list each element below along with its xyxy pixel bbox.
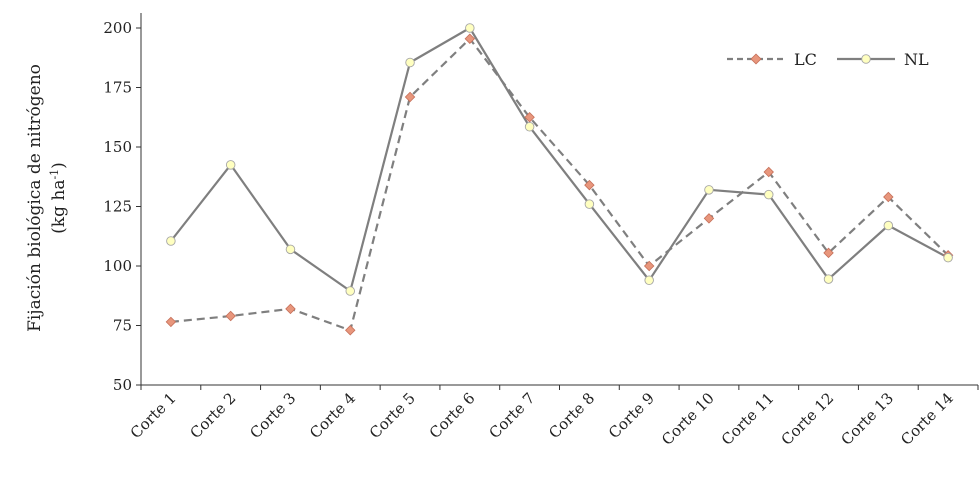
point-lc-7 xyxy=(524,112,535,123)
y-tick-label-150: 150 xyxy=(103,138,132,156)
point-lc-4 xyxy=(345,325,356,336)
y-tick-label-50: 50 xyxy=(113,376,132,394)
point-nl-8 xyxy=(584,199,595,209)
point-nl-2 xyxy=(225,160,236,170)
y-axis-title-unit: (kg ha xyxy=(49,180,69,234)
point-lc-13 xyxy=(883,191,894,203)
x-tick-label-14: Corte 14 xyxy=(897,389,957,449)
y-axis-title-line-1: Fijación biológica de nitrógeno xyxy=(25,64,45,332)
x-tick-label-4: Corte 4 xyxy=(306,389,359,442)
point-lc-9 xyxy=(643,260,655,272)
y-axis-title-exponent: -1 xyxy=(48,169,61,180)
legend-label-nl: NL xyxy=(904,50,929,69)
x-tick-label-12: Corte 12 xyxy=(778,389,838,449)
point-nl-13 xyxy=(883,220,894,231)
x-tick-label-8: Corte 8 xyxy=(545,389,598,442)
point-lc-6 xyxy=(464,33,476,44)
legend-label-lc: LC xyxy=(794,50,817,69)
y-axis-title-close: ) xyxy=(49,162,69,169)
series-layer xyxy=(165,23,954,336)
y-tick-label-75: 75 xyxy=(113,317,132,335)
point-nl-9 xyxy=(644,275,654,286)
legend-marker-nl xyxy=(861,54,871,64)
point-lc-8 xyxy=(584,179,595,191)
legend: LC NL xyxy=(727,50,929,69)
x-tick-label-7: Corte 7 xyxy=(485,389,538,442)
point-lc-11 xyxy=(763,166,774,178)
y-tick-label-200: 200 xyxy=(103,19,132,37)
point-nl-1 xyxy=(166,236,176,246)
point-nl-14 xyxy=(943,252,953,263)
axes-layer: 50 75 100 125 150 175 200 Corte 1 Corte 2 Corte 3… xyxy=(103,13,979,449)
x-tick-label-6: Corte 6 xyxy=(426,389,479,442)
x-tick-label-1: Corte 1 xyxy=(127,389,180,442)
x-tick-label-13: Corte 13 xyxy=(837,389,897,449)
legend-item-lc: LC xyxy=(727,50,817,69)
point-lc-1 xyxy=(165,316,177,328)
point-nl-4 xyxy=(345,286,356,296)
y-tick-label-100: 100 xyxy=(103,257,132,275)
point-nl-11 xyxy=(764,189,774,200)
point-lc-12 xyxy=(823,247,834,259)
legend-marker-lc xyxy=(750,53,762,65)
point-nl-6 xyxy=(465,23,475,33)
point-lc-3 xyxy=(285,303,296,315)
point-lc-10 xyxy=(703,213,715,224)
point-lc-2 xyxy=(225,310,236,322)
x-tick-label-10: Corte 10 xyxy=(658,389,718,449)
series-line-nl xyxy=(170,26,949,293)
x-tick-label-11: Corte 11 xyxy=(718,389,778,449)
x-tick-label-5: Corte 5 xyxy=(366,389,419,442)
x-tick-label-9: Corte 9 xyxy=(605,389,658,442)
y-tick-label-175: 175 xyxy=(103,79,132,97)
x-tick-label-2: Corte 2 xyxy=(187,389,240,442)
point-nl-10 xyxy=(704,185,714,195)
x-tick-label-3: Corte 3 xyxy=(246,389,299,442)
point-nl-5 xyxy=(405,57,415,68)
point-nl-12 xyxy=(823,274,834,284)
point-nl-7 xyxy=(524,122,535,132)
y-axis-title-line-2: (kg ha-1) xyxy=(48,162,69,234)
y-tick-label-125: 125 xyxy=(103,198,132,216)
point-lc-5 xyxy=(404,91,416,103)
legend-item-nl: NL xyxy=(837,50,929,69)
point-nl-3 xyxy=(285,244,296,255)
series-line-lc xyxy=(170,37,949,332)
